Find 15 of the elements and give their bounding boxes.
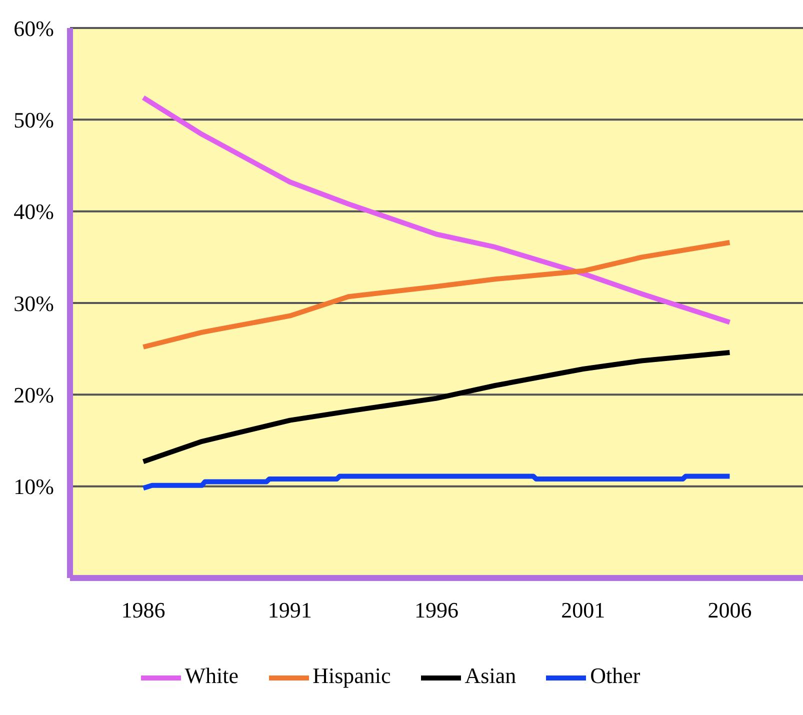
legend-label: Other [590,663,640,688]
y-tick-label: 60% [14,16,54,41]
y-tick-label: 30% [14,290,54,316]
y-tick-label: 50% [14,107,54,132]
x-tick-label: 2001 [561,598,606,623]
x-tick-label: 2006 [708,598,752,623]
legend-label: White [184,663,239,688]
x-tick-label: 1991 [268,598,312,623]
x-tick-label: 1996 [414,598,458,623]
y-tick-label: 20% [14,382,54,408]
y-tick-label: 40% [14,199,54,224]
x-tick-label: 1986 [121,598,166,623]
y-tick-label: 10% [14,474,54,500]
legend-label: Asian [464,663,516,688]
legend-label: Hispanic [312,663,391,688]
